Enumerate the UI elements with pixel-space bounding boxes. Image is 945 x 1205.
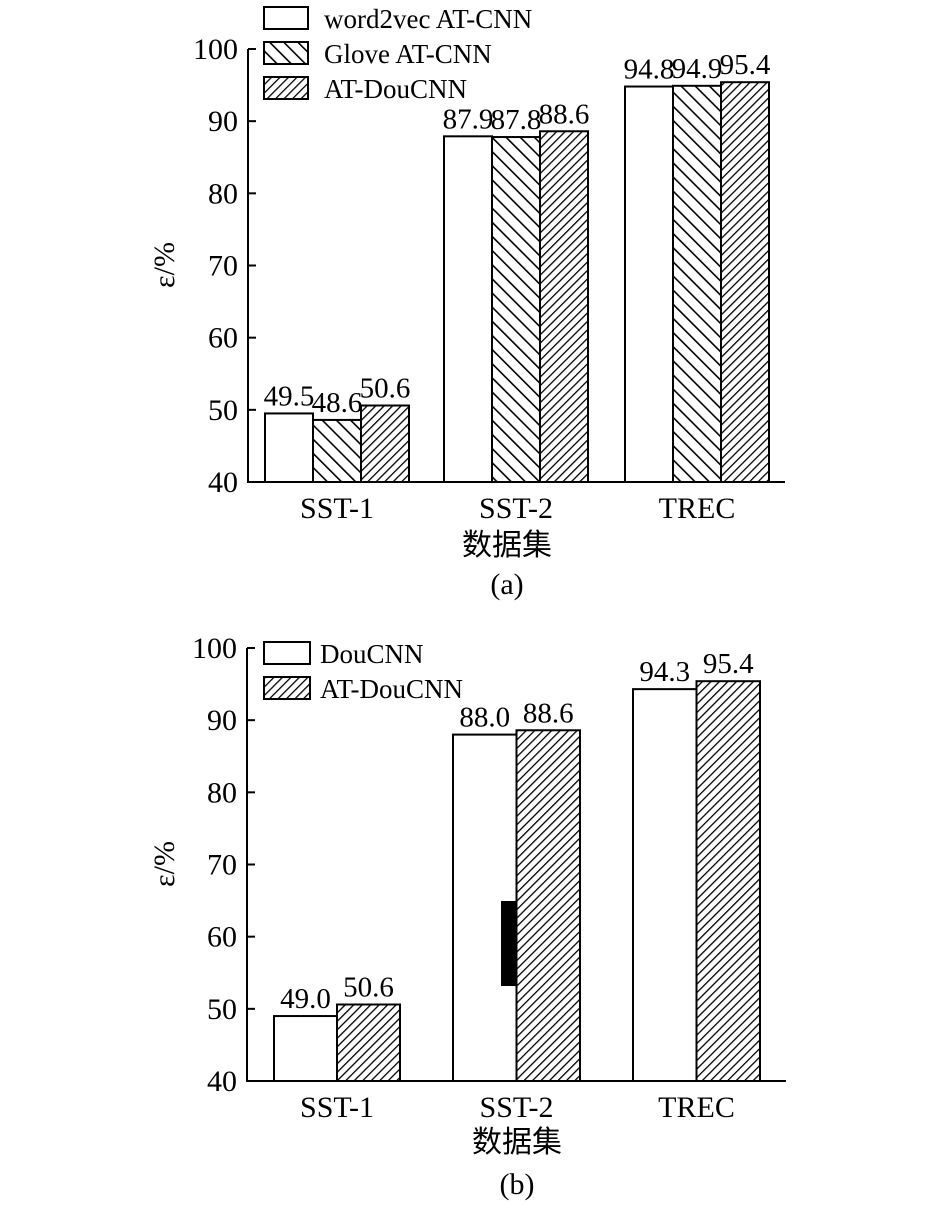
chart-b: 40 50 60 70 80 90 100 49.0 50.6 SST-1 88.0 88.6 SST-… <box>148 632 786 1201</box>
legend-label: AT-DouCNN <box>320 674 463 704</box>
legend-swatch <box>263 6 309 30</box>
x-tick-label: SST-2 <box>479 492 553 525</box>
data-label: 94.9 <box>672 53 723 85</box>
data-label: 95.4 <box>703 648 754 680</box>
x-tick-label: SST-1 <box>300 1091 374 1124</box>
data-label: 88.6 <box>523 697 574 729</box>
data-label: 88.6 <box>539 98 590 130</box>
y-tick-label: 60 <box>208 322 238 355</box>
data-label: 50.6 <box>343 972 394 1004</box>
data-label: 88.0 <box>459 702 510 734</box>
data-label: 50.6 <box>360 373 411 405</box>
bar-sst-1-series-3 <box>360 404 410 483</box>
y-tick-label: 100 <box>192 632 237 665</box>
x-tick-label: TREC <box>658 1091 735 1124</box>
y-tick-label: 40 <box>208 466 238 499</box>
data-label: 94.3 <box>639 656 690 688</box>
y-tick-label: 70 <box>208 250 238 283</box>
y-tick-label: 70 <box>207 849 237 882</box>
bar-trec-series-3 <box>720 81 770 484</box>
legend-swatch <box>263 676 311 700</box>
panel-label: (b) <box>500 1168 535 1201</box>
y-tick-label: 40 <box>207 1065 237 1098</box>
bar-trec-series-2 <box>672 84 722 484</box>
y-axis-title: ε/% <box>148 841 181 887</box>
data-label: 48.6 <box>312 387 363 419</box>
y-tick-label: 80 <box>207 776 237 809</box>
black-marker <box>501 901 516 986</box>
legend-label: AT-DouCNN <box>324 74 467 104</box>
bar-sst-1-series-1 <box>273 1015 338 1082</box>
bar-sst-1-series-1 <box>264 412 314 484</box>
legend-swatch <box>263 641 311 665</box>
x-axis-title: 数据集 <box>462 529 552 562</box>
bar-sst-2-series-1 <box>443 135 493 484</box>
bar-trec-series-1 <box>632 688 698 1082</box>
y-tick-label: 100 <box>193 33 238 66</box>
x-tick-label: SST-1 <box>300 492 374 525</box>
data-label: 49.5 <box>264 380 315 412</box>
x-tick-label: SST-2 <box>480 1091 554 1124</box>
bar-sst-2-series-2 <box>515 729 581 1083</box>
data-label: 94.8 <box>624 54 675 86</box>
y-tick-label: 50 <box>207 993 237 1026</box>
y-tick-label: 80 <box>208 177 238 210</box>
bar-sst-2-series-2 <box>491 136 541 483</box>
data-label: 87.9 <box>443 103 494 135</box>
y-tick-label: 50 <box>208 394 238 427</box>
y-tick-label: 60 <box>207 921 237 954</box>
legend-label: Glove AT-CNN <box>324 39 492 69</box>
legend-swatch <box>263 76 309 100</box>
y-tick-label: 90 <box>207 704 237 737</box>
x-tick-label: TREC <box>659 492 736 525</box>
bar-sst-1-series-2 <box>336 1003 401 1083</box>
bar-trec-series-1 <box>624 85 674 483</box>
legend-swatch <box>263 41 309 65</box>
bar-sst-2-series-3 <box>539 130 589 484</box>
legend-label: DouCNN <box>320 639 424 669</box>
y-tick-label: 90 <box>208 105 238 138</box>
chart-a: 40 50 60 70 80 90 100 49.548.650.6 SST-1 87.987.8… <box>148 4 785 601</box>
data-label: 87.8 <box>491 104 542 136</box>
x-axis-title: 数据集 <box>472 1126 562 1159</box>
bar-sst-1-series-2 <box>312 418 362 484</box>
panel-label: (a) <box>490 568 523 601</box>
bar-trec-series-2 <box>695 680 761 1082</box>
data-label: 49.0 <box>280 983 331 1015</box>
legend-label: word2vec AT-CNN <box>324 4 532 34</box>
y-axis-title: ε/% <box>148 242 181 288</box>
data-label: 95.4 <box>720 49 771 81</box>
